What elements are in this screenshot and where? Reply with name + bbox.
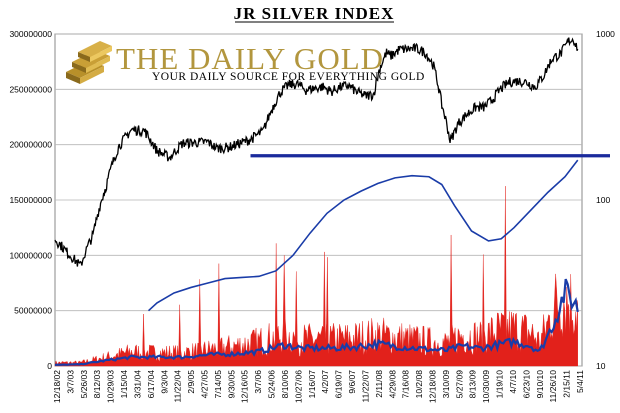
x-tick-label: 11/22/04	[173, 370, 183, 403]
price-line	[54, 37, 579, 267]
x-tick-label: 10/29/03	[106, 370, 116, 403]
x-tick-label: 1/19/10	[495, 370, 505, 399]
x-tick-label: 8/12/03	[92, 370, 102, 399]
x-tick-label: 12/18/02	[52, 370, 62, 403]
logo-tagline: YOUR DAILY SOURCE FOR EVERYTHING GOLD	[152, 71, 425, 83]
series-layer	[54, 37, 610, 367]
x-tick-label: 6/17/04	[146, 370, 156, 399]
x-tick-label: 9/30/05	[226, 370, 236, 399]
x-tick-label: 3/7/06	[253, 370, 263, 394]
x-tick-label: 7/16/08	[401, 370, 411, 399]
x-tick-label: 9/6/07	[347, 370, 357, 394]
x-tick-label: 6/19/07	[334, 370, 344, 399]
right-axis: 10 100 1000	[596, 29, 615, 371]
left-tick-label: 0	[47, 361, 52, 371]
x-tick-label: 4/29/08	[387, 370, 397, 399]
left-tick-label: 50000000	[14, 306, 52, 316]
x-tick-label: 11/22/07	[360, 370, 370, 403]
x-tick-label: 6/23/10	[521, 370, 531, 399]
volume-average-line	[54, 278, 579, 366]
x-tick-label: 10/27/06	[293, 370, 303, 403]
x-tick-label: 3/10/09	[441, 370, 451, 399]
right-tick-label: 1000	[596, 29, 615, 39]
x-tick-label: 2/9/05	[186, 370, 196, 394]
x-tick-label: 4/7/10	[508, 370, 518, 394]
moving-average-line	[147, 159, 579, 312]
chart-title: JR SILVER INDEX	[234, 4, 395, 23]
volume-bars	[54, 186, 578, 367]
gold-bars-icon	[66, 41, 112, 84]
x-tick-label: 11/26/10	[548, 370, 558, 403]
x-tick-label: 12/16/05	[240, 370, 250, 403]
left-tick-label: 300000000	[9, 29, 52, 39]
left-axis: 0 50000000 100000000 150000000 200000000 2500…	[9, 29, 52, 371]
x-tick-label: 1/15/04	[119, 370, 129, 399]
x-tick-label: 4/27/05	[200, 370, 210, 399]
logo: THE DAILY GOLD YOUR DAILY SOURCE FOR EVE…	[66, 41, 425, 84]
x-tick-label: 9/3/04	[159, 370, 169, 394]
x-tick-label: 5/4/11	[575, 370, 585, 393]
left-tick-label: 200000000	[9, 140, 52, 150]
x-tick-label: 2/15/11	[562, 370, 572, 398]
x-tick-label: 1/16/07	[307, 370, 317, 399]
x-tick-label: 8/10/06	[280, 370, 290, 399]
left-tick-label: 250000000	[9, 84, 52, 94]
x-tick-label: 10/30/09	[481, 370, 491, 403]
x-axis: 12/18/02 3/7/03 5/26/03 8/12/03 10/29/03 1/15…	[52, 370, 585, 403]
x-tick-label: 12/18/08	[427, 370, 437, 403]
x-tick-label: 4/2/07	[320, 370, 330, 394]
x-tick-label: 5/27/09	[454, 370, 464, 399]
x-tick-label: 8/13/09	[468, 370, 478, 399]
x-tick-label: 2/11/08	[374, 370, 384, 398]
x-tick-label: 5/26/03	[79, 370, 89, 399]
x-tick-label: 3/31/04	[132, 370, 142, 399]
x-tick-label: 9/10/10	[535, 370, 545, 399]
logo-main-text: THE DAILY GOLD	[116, 41, 384, 76]
x-tick-label: 5/24/06	[267, 370, 277, 399]
x-tick-label: 3/7/03	[65, 370, 75, 394]
x-tick-label: 7/14/05	[213, 370, 223, 399]
x-tick-label: 10/2/08	[414, 370, 424, 399]
left-tick-label: 150000000	[9, 195, 52, 205]
left-tick-label: 100000000	[9, 250, 52, 260]
right-tick-label: 100	[596, 195, 610, 205]
right-tick-label: 10	[596, 361, 606, 371]
